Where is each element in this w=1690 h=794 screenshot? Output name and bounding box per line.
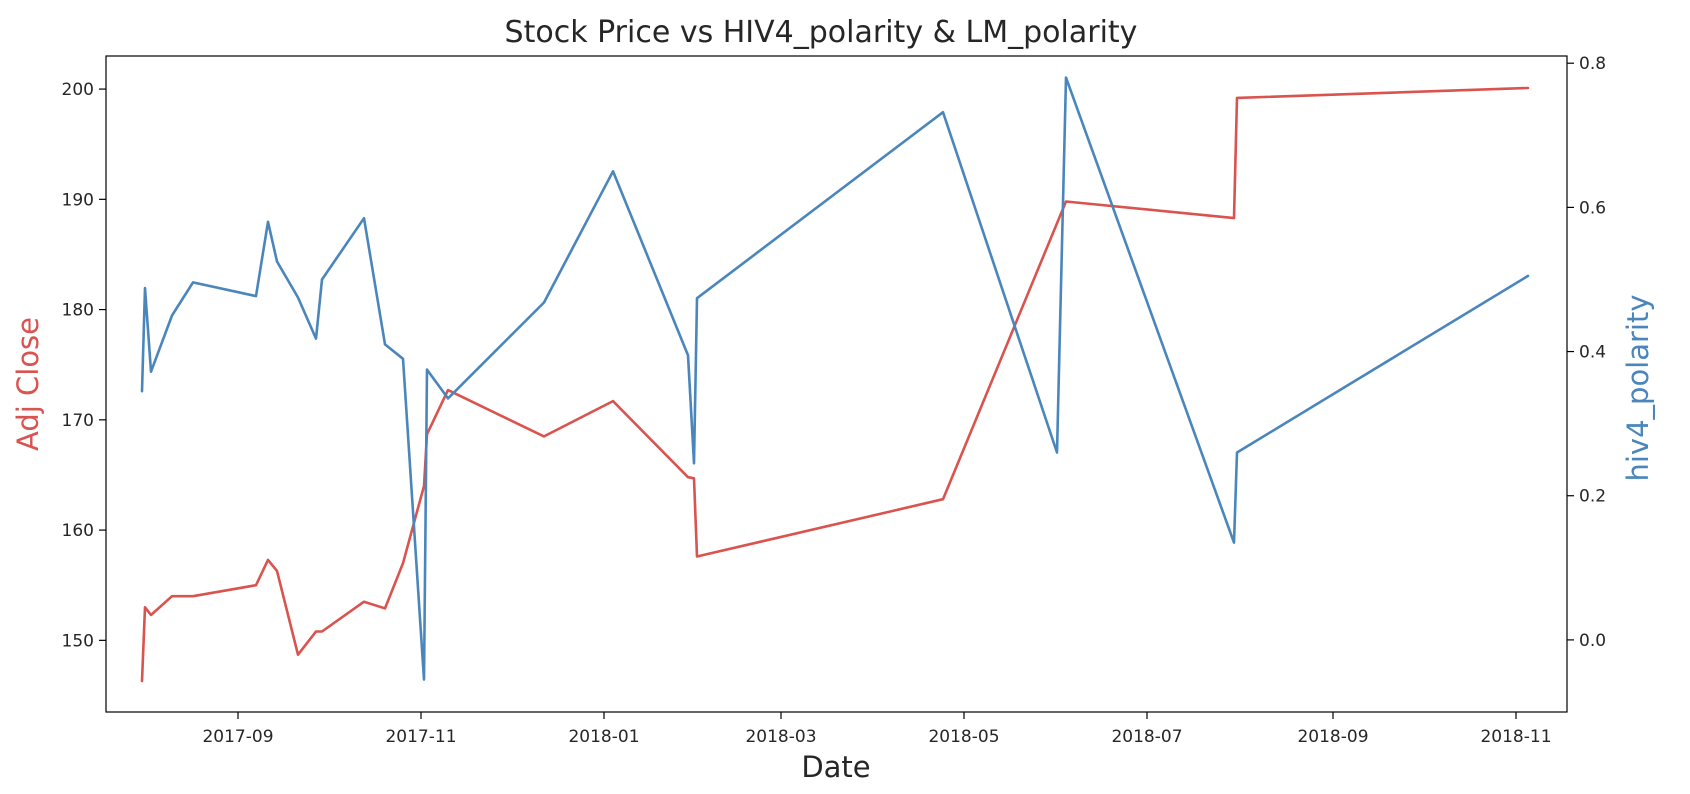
y-tick-label-right: 0.4 xyxy=(1579,343,1606,363)
y-axis-label-right: hiv4_polarity xyxy=(1621,294,1655,481)
y-tick-label-left: 170 xyxy=(62,411,94,431)
x-tick-label: 2017-09 xyxy=(202,727,273,747)
y-tick-label-right: 0.6 xyxy=(1579,198,1606,218)
y-tick-label-right: 0.0 xyxy=(1579,631,1606,651)
y-tick-label-right: 0.8 xyxy=(1579,54,1606,74)
series-group xyxy=(140,76,1530,683)
y-tick-label-left: 180 xyxy=(62,301,94,321)
x-tick-label: 2018-05 xyxy=(928,727,999,747)
y-tick-label-left: 160 xyxy=(62,521,94,541)
y-tick-label-left: 200 xyxy=(62,80,94,100)
chart-title: Stock Price vs HIV4_polarity & LM_polari… xyxy=(505,15,1138,50)
x-tick-label: 2018-01 xyxy=(568,727,639,747)
x-tick-label: 2018-09 xyxy=(1297,727,1368,747)
x-tick-label: 2017-11 xyxy=(385,727,456,747)
y-tick-label-right: 0.2 xyxy=(1579,487,1606,507)
x-tick-label: 2018-11 xyxy=(1480,727,1551,747)
series-line-adj-close xyxy=(140,86,1530,683)
y-axis-label-left: Adj Close xyxy=(11,317,45,451)
x-tick-label: 2018-07 xyxy=(1111,727,1182,747)
tick-group: 2017-09 2017-11 2018-01 2018-03 2018-05 2018-… xyxy=(62,54,1607,747)
x-axis-label: Date xyxy=(801,750,870,784)
y-tick-label-left: 190 xyxy=(62,190,94,210)
series-line-hiv4-polarity xyxy=(140,76,1530,681)
plot-area xyxy=(105,55,1568,713)
y-tick-label-left: 150 xyxy=(62,631,94,651)
x-tick-label: 2018-03 xyxy=(745,727,816,747)
